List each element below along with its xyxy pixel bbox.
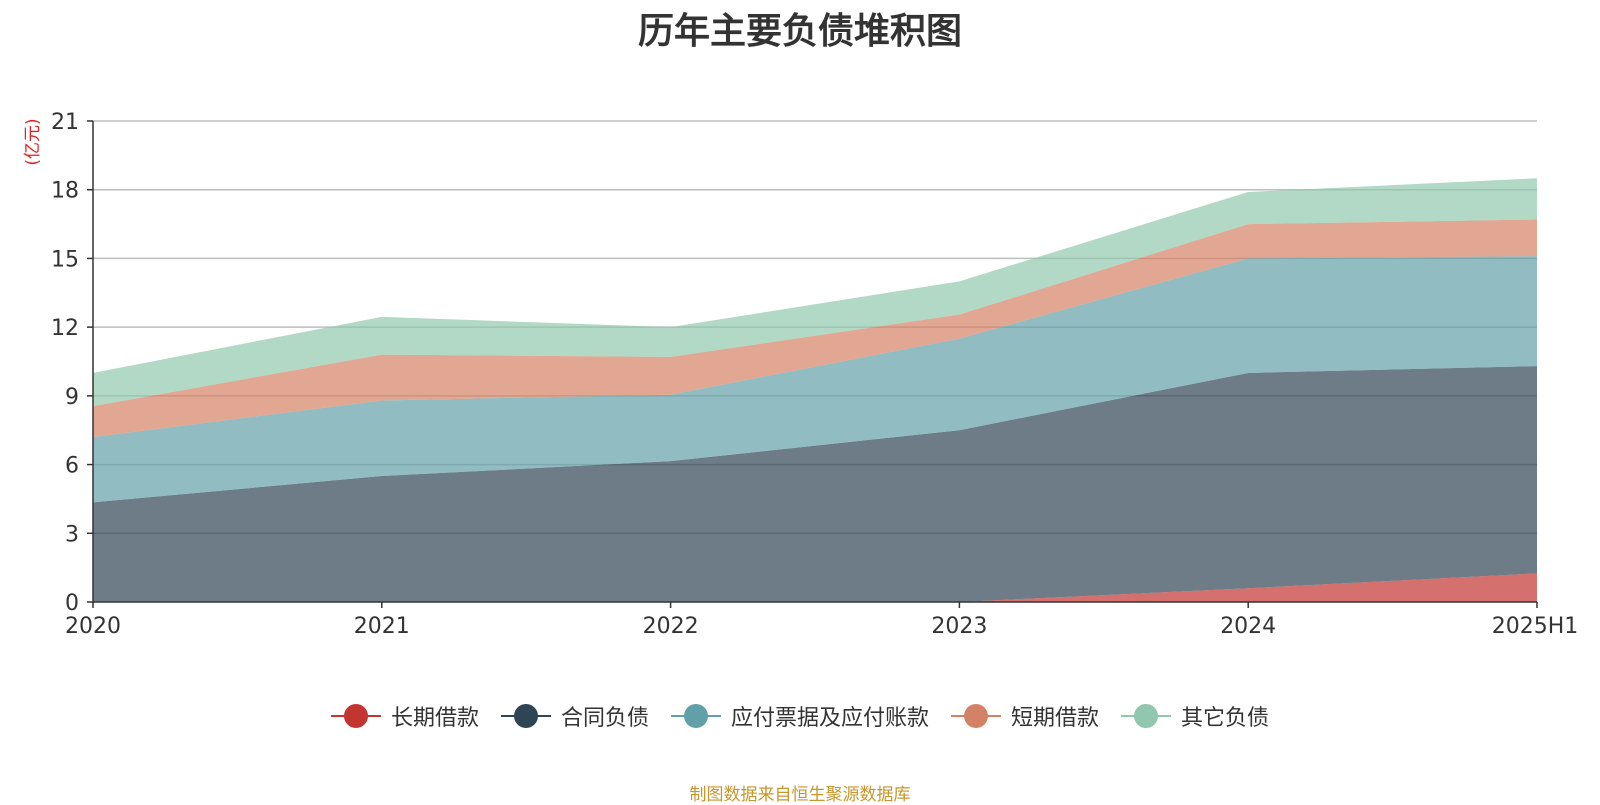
legend-label: 应付票据及应付账款 xyxy=(730,706,929,731)
legend-label: 长期借款 xyxy=(390,706,479,731)
x-tick-label: 2020 xyxy=(65,614,121,639)
y-tick-label: 0 xyxy=(65,591,79,616)
legend-item[interactable]: 长期借款 xyxy=(330,700,479,732)
x-tick-label: 2023 xyxy=(931,614,987,639)
x-tick-label: 2024 xyxy=(1220,614,1276,639)
legend-marker-icon xyxy=(330,704,381,728)
area-series xyxy=(93,219,1537,438)
legend-item[interactable]: 应付票据及应付账款 xyxy=(670,700,929,732)
legend-marker-icon xyxy=(1121,704,1172,728)
area-series xyxy=(93,366,1537,602)
legend-label: 短期借款 xyxy=(1011,706,1100,731)
x-tick-label: 2021 xyxy=(354,614,410,639)
chart-title: 历年主要负债堆积图 xyxy=(637,11,962,52)
x-tick-label: 2022 xyxy=(643,614,699,639)
area-series xyxy=(93,256,1537,503)
legend-item[interactable]: 短期借款 xyxy=(951,700,1099,732)
legend-label: 合同负债 xyxy=(560,706,649,731)
y-tick-label: 21 xyxy=(51,110,79,135)
y-axis-label: (亿元) xyxy=(23,118,43,165)
legend-marker-icon xyxy=(670,704,721,728)
y-tick-label: 12 xyxy=(51,316,79,341)
y-tick-label: 9 xyxy=(65,385,79,410)
axes: 0 3 6 9 12 15 18 21 2020 2021 2022 2023 2024 2025H1 xyxy=(51,110,1578,639)
legend-item[interactable]: 合同负债 xyxy=(500,700,649,732)
legend-marker-icon xyxy=(500,704,551,728)
area-series xyxy=(93,573,1537,602)
legend-marker-icon xyxy=(951,704,1001,728)
y-tick-label: 6 xyxy=(65,454,79,479)
legend-item[interactable]: 其它负债 xyxy=(1121,700,1269,732)
legend: 长期借款 合同负债 应付票据及应付账款 短期借款 其它负债 xyxy=(0,700,1600,732)
x-tick-label: 2025H1 xyxy=(1492,614,1579,639)
y-tick-label: 15 xyxy=(51,247,79,272)
y-tick-label: 18 xyxy=(51,179,79,204)
legend-label: 其它负债 xyxy=(1181,706,1270,731)
area-series xyxy=(93,178,1537,407)
y-tick-label: 3 xyxy=(65,522,79,547)
source-note: 制图数据来自恒生聚源数据库 xyxy=(689,785,911,805)
area-series-layer xyxy=(93,178,1537,602)
